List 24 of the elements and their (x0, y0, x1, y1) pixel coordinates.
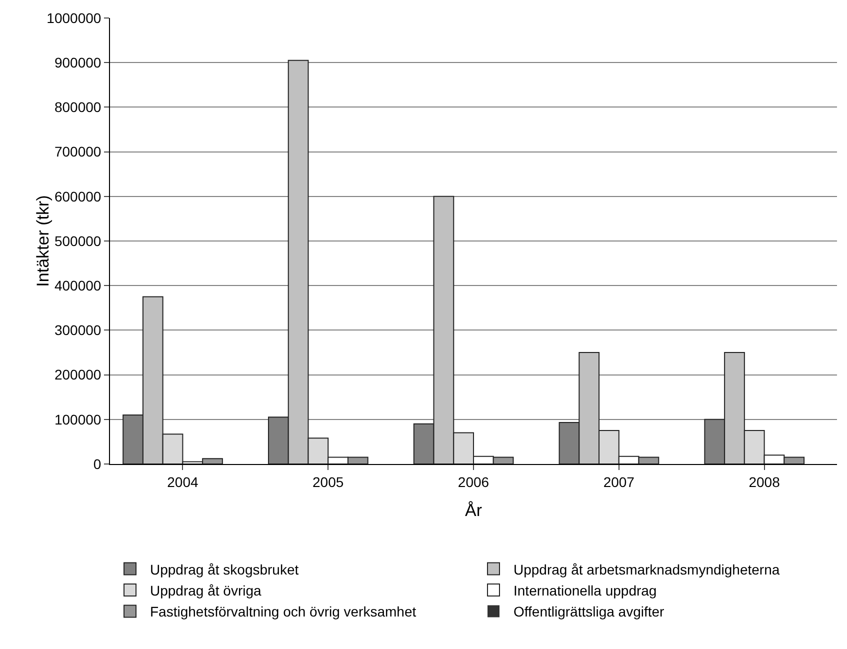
y-tick-label: 200000 (54, 366, 102, 383)
legend-label: Uppdrag åt övriga (150, 582, 262, 598)
y-tick-label: 1000000 (46, 10, 102, 26)
x-axis-title: År (465, 501, 482, 520)
x-tick-label: 2007 (603, 474, 635, 490)
legend-label: Uppdrag åt skogsbruket (150, 561, 299, 578)
legend-label: Fastighetsförvaltning och övrig verksamhet (150, 604, 416, 620)
x-tick-label: 2004 (167, 474, 198, 490)
y-tick-label: 500000 (54, 232, 102, 249)
y-tick-label: 300000 (54, 322, 102, 338)
y-axis-title: Intäkter (tkr) (33, 195, 52, 287)
legend-label: Offentligrättsliga avgifter (514, 604, 665, 620)
legend-label: Uppdrag åt arbetsmarknadsmyndigheterna (514, 561, 780, 578)
y-tick-label: 600000 (54, 188, 102, 204)
x-tick-label: 2008 (748, 474, 780, 490)
y-tick-label: 0 (93, 456, 102, 472)
y-tick-label: 900000 (54, 54, 102, 70)
y-tick-label: 400000 (54, 278, 102, 294)
y-tick-label: 700000 (54, 144, 102, 160)
y-tick-label: 100000 (54, 411, 102, 428)
x-tick-label: 2006 (458, 474, 490, 490)
legend-label: Internationella uppdrag (514, 582, 657, 598)
y-tick-label: 800000 (54, 99, 102, 116)
x-tick-label: 2005 (312, 474, 344, 490)
